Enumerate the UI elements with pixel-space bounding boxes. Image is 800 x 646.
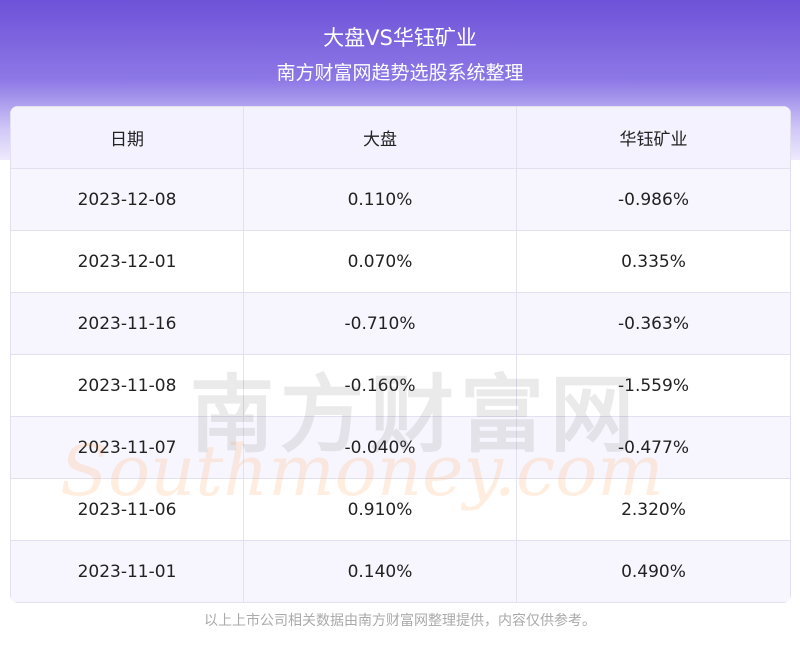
table-cell: 2023-12-08 <box>10 168 244 231</box>
table-cell: 2023-12-01 <box>10 230 244 293</box>
table-cell: 2023-11-08 <box>10 354 244 417</box>
column-header: 日期 <box>10 106 244 169</box>
table-row: 2023-11-07 -0.040% -0.477% <box>10 416 791 479</box>
table-cell: 0.490% <box>516 540 791 603</box>
table-row: 2023-12-01 0.070% 0.335% <box>10 230 791 293</box>
footer-note: 以上上市公司相关数据由南方财富网整理提供，内容仅供参考。 <box>204 613 596 629</box>
table-cell: 0.335% <box>516 230 791 293</box>
table-row: 2023-12-08 0.110% -0.986% <box>10 168 791 231</box>
table-cell: 0.070% <box>243 230 517 293</box>
column-header: 大盘 <box>243 106 517 169</box>
header-row: 日期 大盘 华钰矿业 <box>10 106 791 169</box>
table-row: 2023-11-08 -0.160% -1.559% <box>10 354 791 417</box>
table-cell: 2.320% <box>516 478 791 541</box>
table-row: 2023-11-16 -0.710% -0.363% <box>10 292 791 355</box>
table-cell: 2023-11-01 <box>10 540 244 603</box>
table-cell: -0.040% <box>243 416 517 479</box>
table-cell: 2023-11-07 <box>10 416 244 479</box>
table-cell: -0.986% <box>516 168 791 231</box>
table-cell: -0.363% <box>516 292 791 355</box>
data-table: 日期 大盘 华钰矿业 2023-12-08 0.110% -0.986% 2023-12-… <box>10 106 791 603</box>
table-cell: -1.559% <box>516 354 791 417</box>
table-cell: 0.140% <box>243 540 517 603</box>
table-cell: -0.160% <box>243 354 517 417</box>
column-header: 华钰矿业 <box>516 106 791 169</box>
table-row: 2023-11-06 0.910% 2.320% <box>10 478 791 541</box>
subtitle: 南方财富网趋势选股系统整理 <box>276 62 524 84</box>
table-cell: -0.477% <box>516 416 791 479</box>
table-cell: 0.110% <box>243 168 517 231</box>
table-cell: 2023-11-16 <box>10 292 244 355</box>
table-cell: -0.710% <box>243 292 517 355</box>
table-cell: 2023-11-06 <box>10 478 244 541</box>
table-row: 2023-11-01 0.140% 0.490% <box>10 540 791 603</box>
title: 大盘VS华钰矿业 <box>323 26 477 50</box>
table-cell: 0.910% <box>243 478 517 541</box>
